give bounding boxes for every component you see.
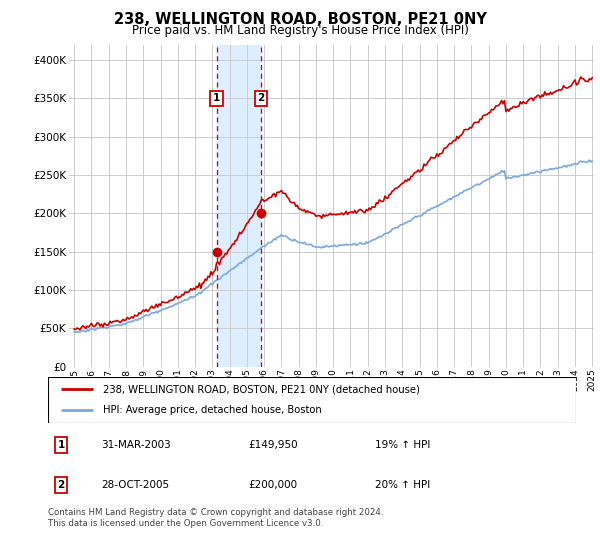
Text: £200,000: £200,000 — [248, 480, 298, 490]
Text: 20% ↑ HPI: 20% ↑ HPI — [376, 480, 431, 490]
Text: 19% ↑ HPI: 19% ↑ HPI — [376, 440, 431, 450]
Text: This data is licensed under the Open Government Licence v3.0.: This data is licensed under the Open Gov… — [48, 519, 323, 528]
Text: 31-MAR-2003: 31-MAR-2003 — [101, 440, 170, 450]
Text: 238, WELLINGTON ROAD, BOSTON, PE21 0NY (detached house): 238, WELLINGTON ROAD, BOSTON, PE21 0NY (… — [103, 384, 421, 394]
FancyBboxPatch shape — [48, 377, 576, 423]
Text: £149,950: £149,950 — [248, 440, 298, 450]
Text: HPI: Average price, detached house, Boston: HPI: Average price, detached house, Bost… — [103, 405, 322, 416]
Text: 1: 1 — [58, 440, 65, 450]
Text: 1: 1 — [213, 94, 220, 104]
Text: 2: 2 — [257, 94, 265, 104]
Text: Price paid vs. HM Land Registry's House Price Index (HPI): Price paid vs. HM Land Registry's House … — [131, 24, 469, 37]
Text: Contains HM Land Registry data © Crown copyright and database right 2024.: Contains HM Land Registry data © Crown c… — [48, 508, 383, 517]
Text: 28-OCT-2005: 28-OCT-2005 — [101, 480, 169, 490]
Text: 238, WELLINGTON ROAD, BOSTON, PE21 0NY: 238, WELLINGTON ROAD, BOSTON, PE21 0NY — [113, 12, 487, 27]
Bar — [217, 45, 261, 367]
Text: 2: 2 — [58, 480, 65, 490]
